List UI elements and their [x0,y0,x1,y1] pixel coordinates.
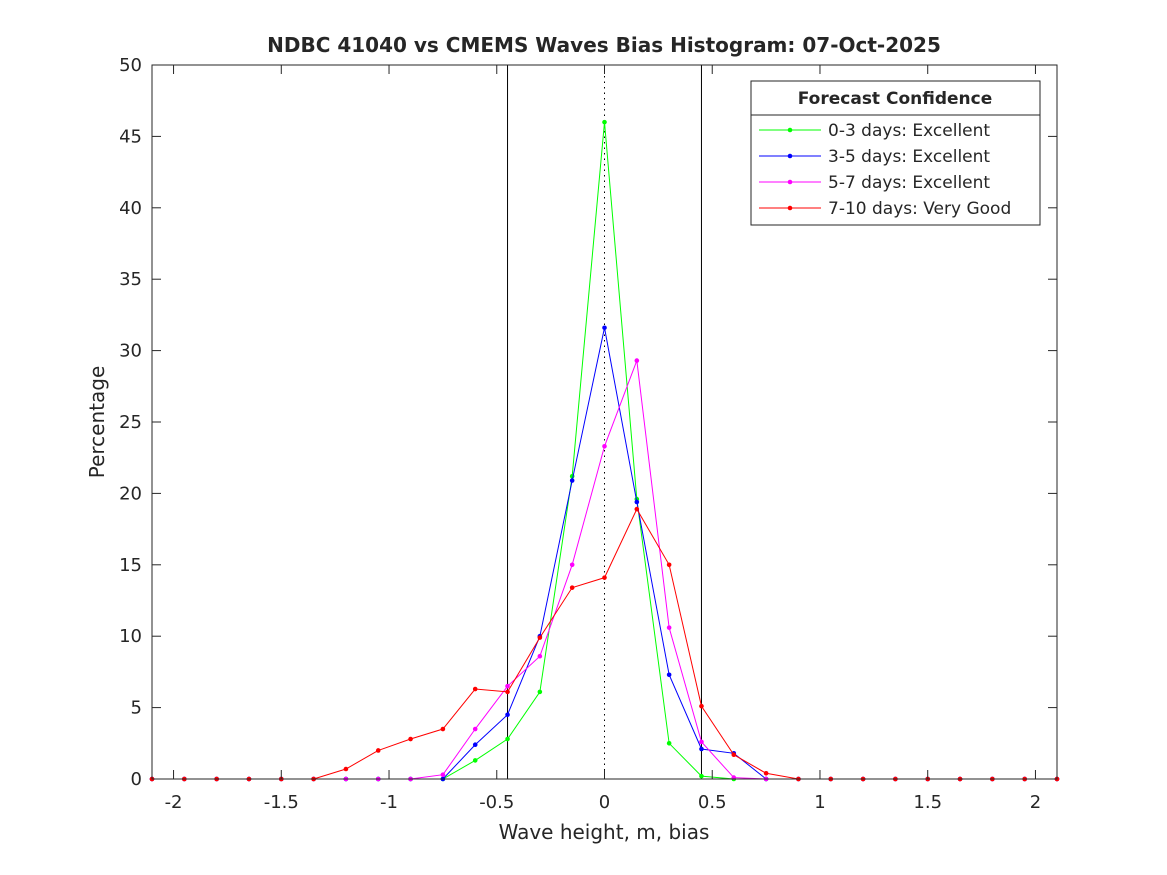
legend-swatch-marker [787,153,793,159]
series-3-point [569,562,575,568]
legend-items: 0-3 days: Excellent 3-5 days: Excellent 5-… [759,121,1011,219]
series-4-point [343,766,349,772]
series-4-point [375,748,381,753]
y-tick-label: 45 [119,126,142,147]
series-4-point [472,686,478,692]
series-3-point [634,358,640,363]
x-tick-label: 0 [599,792,610,813]
series-2-point [505,712,510,718]
series-3-point [699,739,704,745]
series-4-point [634,506,640,512]
series-3-point [505,683,510,689]
y-tick-label: 25 [119,412,142,433]
series-4-point [569,585,575,590]
legend-box [750,80,1041,226]
legend-label: 7-10 days: Very Good [828,199,1011,219]
y-tick-label: 10 [119,626,142,647]
series-2-point [699,746,704,752]
legend: Forecast Confidence 0-3 days: Excellent 3… [750,80,1041,226]
x-tick-label: 0.5 [698,792,727,813]
y-tick-label: 50 [119,55,142,76]
y-tick-label: 30 [119,341,142,362]
legend-item-2: 3-5 days: Excellent [759,147,990,167]
legend-swatch-marker [787,179,793,185]
series-4-point [408,736,413,742]
series-1-point [602,119,607,125]
series-2-point [569,478,575,483]
series-3-point [537,653,543,659]
series-1-point [537,689,543,695]
legend-item-1: 0-3 days: Excellent [759,121,990,141]
x-tick-label: 2 [1030,792,1041,813]
x-tick-label: 1 [814,792,825,813]
legend-label: 5-7 days: Excellent [828,173,990,193]
series-4-point [440,726,446,732]
x-tick-label: -1.5 [264,792,299,813]
series-2-point [602,325,607,331]
y-tick-label: 20 [119,483,142,504]
series-3-point [602,443,607,449]
y-tick-label: 35 [119,269,142,290]
legend-title: Forecast Confidence [798,89,993,109]
y-tick-label: 5 [131,698,142,719]
series-3-point [472,726,478,732]
x-tick-label: -1 [380,792,398,813]
y-tick-labels: 0 5 10 15 20 25 30 35 40 45 50 [119,55,142,790]
y-tick-label: 15 [119,555,142,576]
series-2-point [634,499,640,505]
legend-label: 0-3 days: Excellent [828,121,990,141]
chart-title: NDBC 41040 vs CMEMS Waves Bias Histogram… [267,33,941,57]
legend-item-4: 7-10 days: Very Good [759,199,1011,219]
x-tick-label: 1.5 [913,792,942,813]
y-tick-label: 40 [119,198,142,219]
series-1-point [666,741,672,746]
series-4-point [666,562,672,568]
series-4-point [731,752,737,758]
y-axis-label: Percentage [85,366,109,479]
axes-box [151,64,1058,780]
series-4-point [505,689,510,695]
x-tick-label: -2 [165,792,183,813]
series-4-point [537,635,543,640]
x-tick-labels: -2 -1.5 -1 -0.5 0 0.5 1 1.5 2 [165,792,1042,813]
series-4-point [763,770,769,776]
legend-label: 3-5 days: Excellent [828,147,990,167]
series-2-point [666,672,672,678]
legend-item-3: 5-7 days: Excellent [759,173,990,193]
series-1-point [505,736,510,742]
series-2-point [472,742,478,748]
legend-swatch-marker [787,205,793,211]
series-4-point [699,703,704,709]
x-tick-label: -0.5 [479,792,514,813]
legend-swatch-marker [787,127,793,133]
series-1-point [472,758,478,763]
x-axis-label: Wave height, m, bias [499,820,710,844]
reference-lines [507,65,702,779]
series-3-point [666,625,672,630]
series-1-point [699,773,704,779]
series-4-point [602,575,607,580]
y-tick-label: 0 [131,769,142,790]
series-3-point [440,772,446,778]
